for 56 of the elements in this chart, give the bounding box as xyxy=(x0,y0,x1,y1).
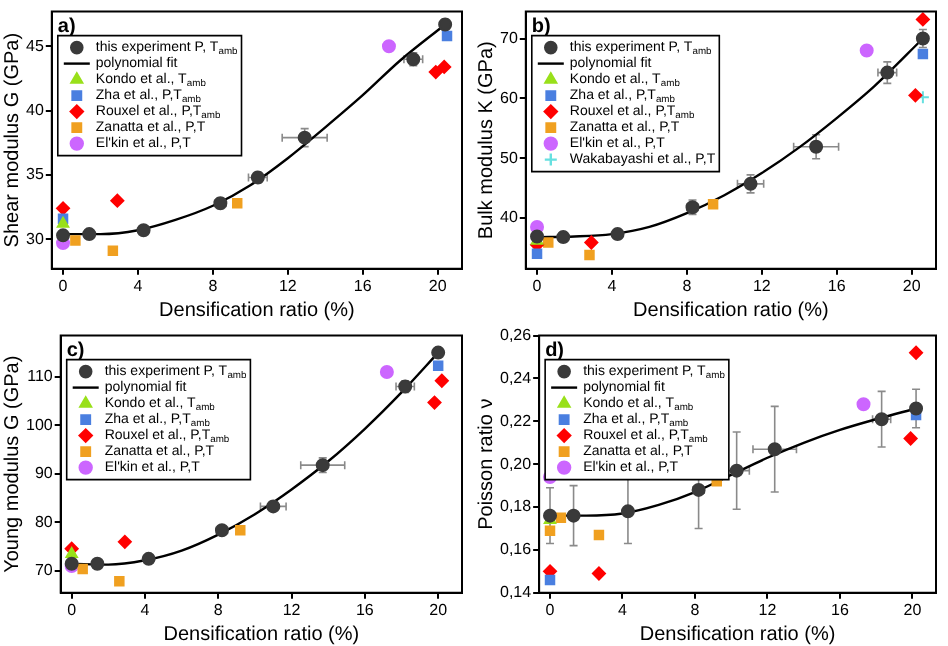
y-tick-label: 50 xyxy=(499,148,519,167)
x-tick-label: 12 xyxy=(752,276,772,295)
annotation: d) xyxy=(545,338,565,361)
x-tick-label: 20 xyxy=(428,276,448,295)
y-tick-label: 0,26 xyxy=(499,325,533,344)
annotation: a) xyxy=(57,15,76,38)
y-tick-label: 40 xyxy=(25,101,45,120)
x-tick-label: 20 xyxy=(429,599,449,618)
x-tick-label: 16 xyxy=(831,599,850,618)
x-tick-label: 16 xyxy=(353,276,373,295)
y-axis-title: Shear modulus G (GPa) xyxy=(1,32,24,248)
x-tick-label: 12 xyxy=(278,276,298,295)
annotation: b) xyxy=(531,15,551,38)
x-tick-label: 0 xyxy=(545,599,556,618)
x-tick-label: 8 xyxy=(208,276,219,295)
x-tick-label: 8 xyxy=(690,599,701,618)
x-tick-label: 0 xyxy=(58,276,69,295)
x-tick-label: 12 xyxy=(758,599,778,618)
annotation: c) xyxy=(66,338,85,361)
x-tick-label: 8 xyxy=(682,276,693,295)
x-tick-label: 4 xyxy=(618,599,629,618)
x-axis-title: Densification ratio (%) xyxy=(159,299,355,322)
y-tick-label: 70 xyxy=(34,560,54,579)
y-tick-label: 110 xyxy=(27,366,54,385)
y-tick-label: 40 xyxy=(499,208,519,227)
x-tick-label: 16 xyxy=(827,276,847,295)
x-tick-label: 8 xyxy=(213,599,224,618)
y-tick-label: 0,24 xyxy=(499,367,533,386)
y-axis-title: Poisson ratio ν xyxy=(475,397,498,529)
y-tick-label: 35 xyxy=(25,165,45,184)
y-axis-title: Young modulus G (GPa) xyxy=(1,354,24,572)
x-tick-label: 0 xyxy=(532,276,543,295)
y-tick-label: 0,20 xyxy=(499,453,533,472)
x-axis-title: Densification ratio (%) xyxy=(639,622,836,645)
x-tick-label: 20 xyxy=(902,276,922,295)
x-axis-title: Densification ratio (%) xyxy=(633,299,829,322)
y-tick-label: 70 xyxy=(499,28,519,47)
x-axis-title: Densification ratio (%) xyxy=(163,622,360,645)
x-tick-label: 16 xyxy=(355,599,375,618)
y-axis-title: Bulk modulus K (GPa) xyxy=(475,41,498,240)
x-tick-label: 4 xyxy=(133,276,144,295)
y-tick-label: 100 xyxy=(25,414,54,433)
y-tick-label: 0,22 xyxy=(499,410,533,429)
y-tick-label: 0,18 xyxy=(499,496,533,515)
x-tick-label: 0 xyxy=(67,599,78,618)
x-tick-label: 4 xyxy=(140,599,151,618)
x-tick-label: 20 xyxy=(903,599,923,618)
x-tick-label: 4 xyxy=(607,276,618,295)
y-tick-label: 90 xyxy=(34,463,54,482)
y-tick-label: 45 xyxy=(25,36,45,55)
y-tick-label: 80 xyxy=(34,511,54,530)
x-tick-label: 12 xyxy=(282,599,302,618)
y-tick-label: 0,14 xyxy=(499,582,533,601)
y-tick-label: 60 xyxy=(499,88,519,107)
y-tick-label: 0,16 xyxy=(499,539,533,558)
y-tick-label: 30 xyxy=(25,229,45,248)
